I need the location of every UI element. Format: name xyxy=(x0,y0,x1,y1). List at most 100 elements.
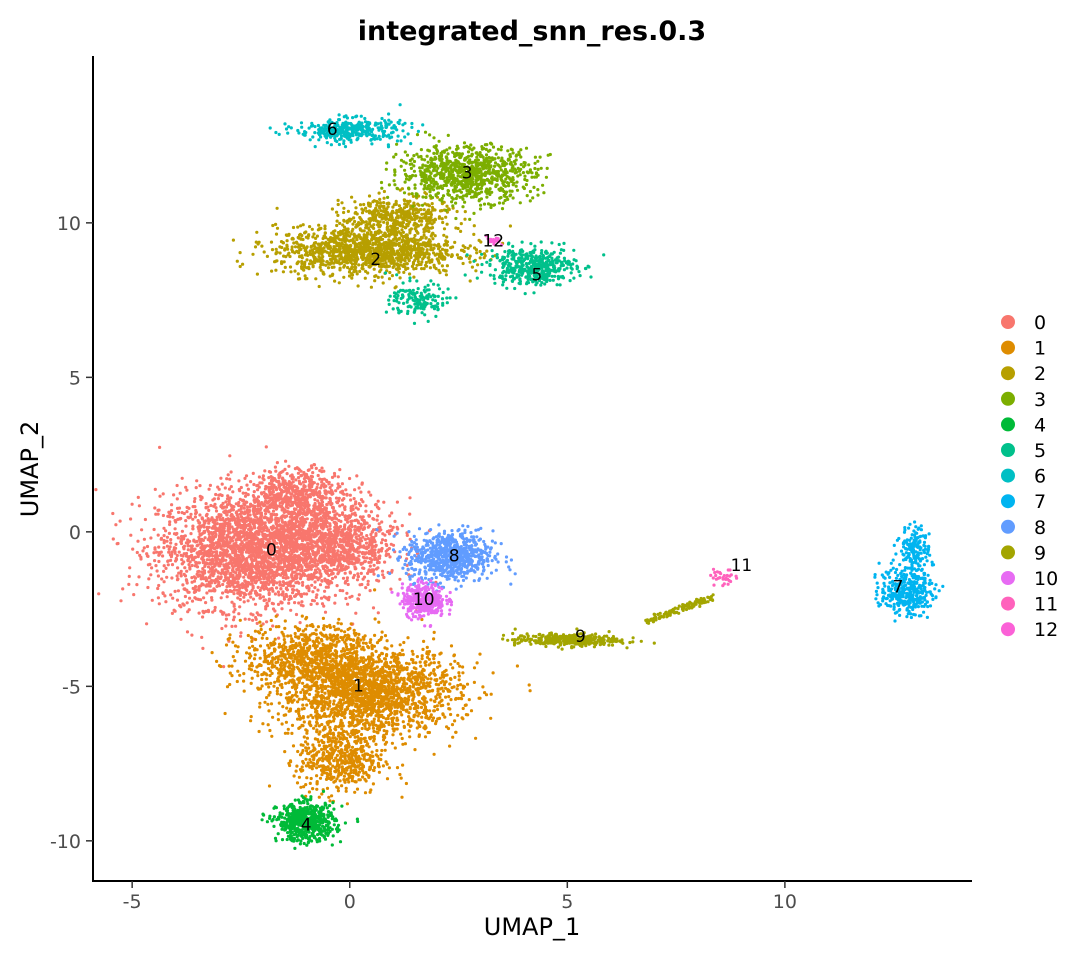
cluster-0-point xyxy=(169,593,173,597)
cluster-0-point xyxy=(333,575,338,579)
cluster-0-point xyxy=(350,525,354,529)
cluster-0-point xyxy=(207,487,211,491)
cluster-0-point xyxy=(182,587,186,591)
cluster-1-point xyxy=(456,713,460,717)
cluster-1-point xyxy=(317,732,321,736)
cluster-0-point xyxy=(282,510,286,514)
cluster-0-point xyxy=(353,524,357,529)
cluster-0-point xyxy=(278,541,282,545)
cluster-1-point xyxy=(339,629,343,633)
cluster-0-point xyxy=(251,618,255,622)
cluster-0-point xyxy=(359,522,363,526)
cluster-0-point xyxy=(226,494,230,498)
cluster-1-point xyxy=(436,665,440,669)
cluster-0-point xyxy=(366,537,370,541)
cluster-0-point xyxy=(376,499,380,503)
cluster-0-point xyxy=(203,529,207,534)
cluster-0-point xyxy=(184,485,188,489)
cluster-0-point xyxy=(218,525,222,529)
cluster-0-point xyxy=(224,521,228,525)
cluster-0-point xyxy=(157,508,161,512)
cluster-0-point xyxy=(229,517,233,521)
cluster-1-point xyxy=(411,719,415,723)
cluster-0-point xyxy=(132,593,136,597)
cluster-0-point xyxy=(211,498,215,502)
cluster-0-point xyxy=(338,556,342,560)
cluster-0-point xyxy=(308,482,312,486)
cluster-0-point xyxy=(314,575,318,580)
cluster-0-point xyxy=(180,476,184,480)
cluster-0-point xyxy=(202,577,206,581)
cluster-0-point xyxy=(135,550,139,555)
cluster-0-point xyxy=(243,538,247,542)
cluster-0-point xyxy=(324,517,328,521)
cluster-0-point xyxy=(208,575,212,579)
cluster-0-point xyxy=(275,535,279,539)
cluster-0-point xyxy=(360,539,364,543)
cluster-0-point xyxy=(365,545,369,549)
cluster-1-point xyxy=(256,674,260,678)
cluster-0-point xyxy=(391,525,395,530)
cluster-0-point xyxy=(217,515,221,519)
cluster-0-point xyxy=(357,545,361,550)
cluster-1-point xyxy=(390,644,394,648)
cluster-0-point xyxy=(376,550,381,554)
cluster-0-point xyxy=(231,508,235,512)
cluster-0-point xyxy=(171,596,175,600)
cluster-0-point xyxy=(294,498,298,502)
cluster-0-point xyxy=(261,554,265,558)
cluster-0-point xyxy=(208,558,212,562)
cluster-0-point xyxy=(228,540,232,545)
cluster-0-point xyxy=(295,588,299,592)
cluster-1-point xyxy=(429,698,433,702)
cluster-0-point xyxy=(179,516,183,521)
cluster-0-point xyxy=(224,624,228,628)
cluster-0-point xyxy=(256,569,260,573)
cluster-0-point xyxy=(364,504,368,508)
cluster-0-point xyxy=(311,552,315,557)
cluster-0-point xyxy=(214,568,218,572)
cluster-1-point xyxy=(332,699,336,703)
cluster-0-point xyxy=(303,499,307,503)
cluster-0-point xyxy=(226,545,230,549)
cluster-0-point xyxy=(305,517,309,521)
cluster-0-point xyxy=(129,517,133,521)
cluster-0-point xyxy=(238,497,242,501)
cluster-0-point xyxy=(276,519,280,523)
cluster-0-point xyxy=(173,589,177,594)
cluster-0-point xyxy=(238,569,242,573)
cluster-0-point xyxy=(273,502,277,506)
cluster-1-point xyxy=(268,728,272,733)
cluster-0-point xyxy=(194,585,198,589)
cluster-0-point xyxy=(119,599,123,603)
cluster-0-point xyxy=(217,487,221,491)
cluster-0-point xyxy=(277,593,281,597)
cluster-0-point xyxy=(209,537,213,541)
cluster-0-point xyxy=(157,545,161,549)
cluster-0-point xyxy=(232,588,236,592)
cluster-0-point xyxy=(377,522,381,526)
cluster-0-point xyxy=(267,597,271,601)
cluster-0-point xyxy=(318,469,322,473)
cluster-0-point xyxy=(204,579,208,583)
cluster-0-point xyxy=(283,520,287,525)
cluster-0-point xyxy=(236,533,240,537)
cluster-0-point xyxy=(261,540,265,544)
cluster-0-point xyxy=(249,553,253,557)
cluster-0-point xyxy=(338,504,342,508)
cluster-0-point xyxy=(291,591,295,595)
cluster-0-point xyxy=(359,490,363,494)
cluster-0-point xyxy=(127,574,131,579)
cluster-0-point xyxy=(203,536,207,540)
cluster-1-point xyxy=(413,748,417,752)
cluster-0-point xyxy=(189,512,193,516)
cluster-0-point xyxy=(284,539,289,543)
cluster-0-point xyxy=(169,541,173,545)
cluster-0-point xyxy=(301,480,306,484)
cluster-0-point xyxy=(229,496,233,500)
cluster-0-point xyxy=(175,483,179,488)
cluster-1-point xyxy=(364,710,368,714)
cluster-1-point xyxy=(474,736,478,740)
cluster-0-point xyxy=(162,569,166,574)
cluster-0-point xyxy=(231,618,236,622)
